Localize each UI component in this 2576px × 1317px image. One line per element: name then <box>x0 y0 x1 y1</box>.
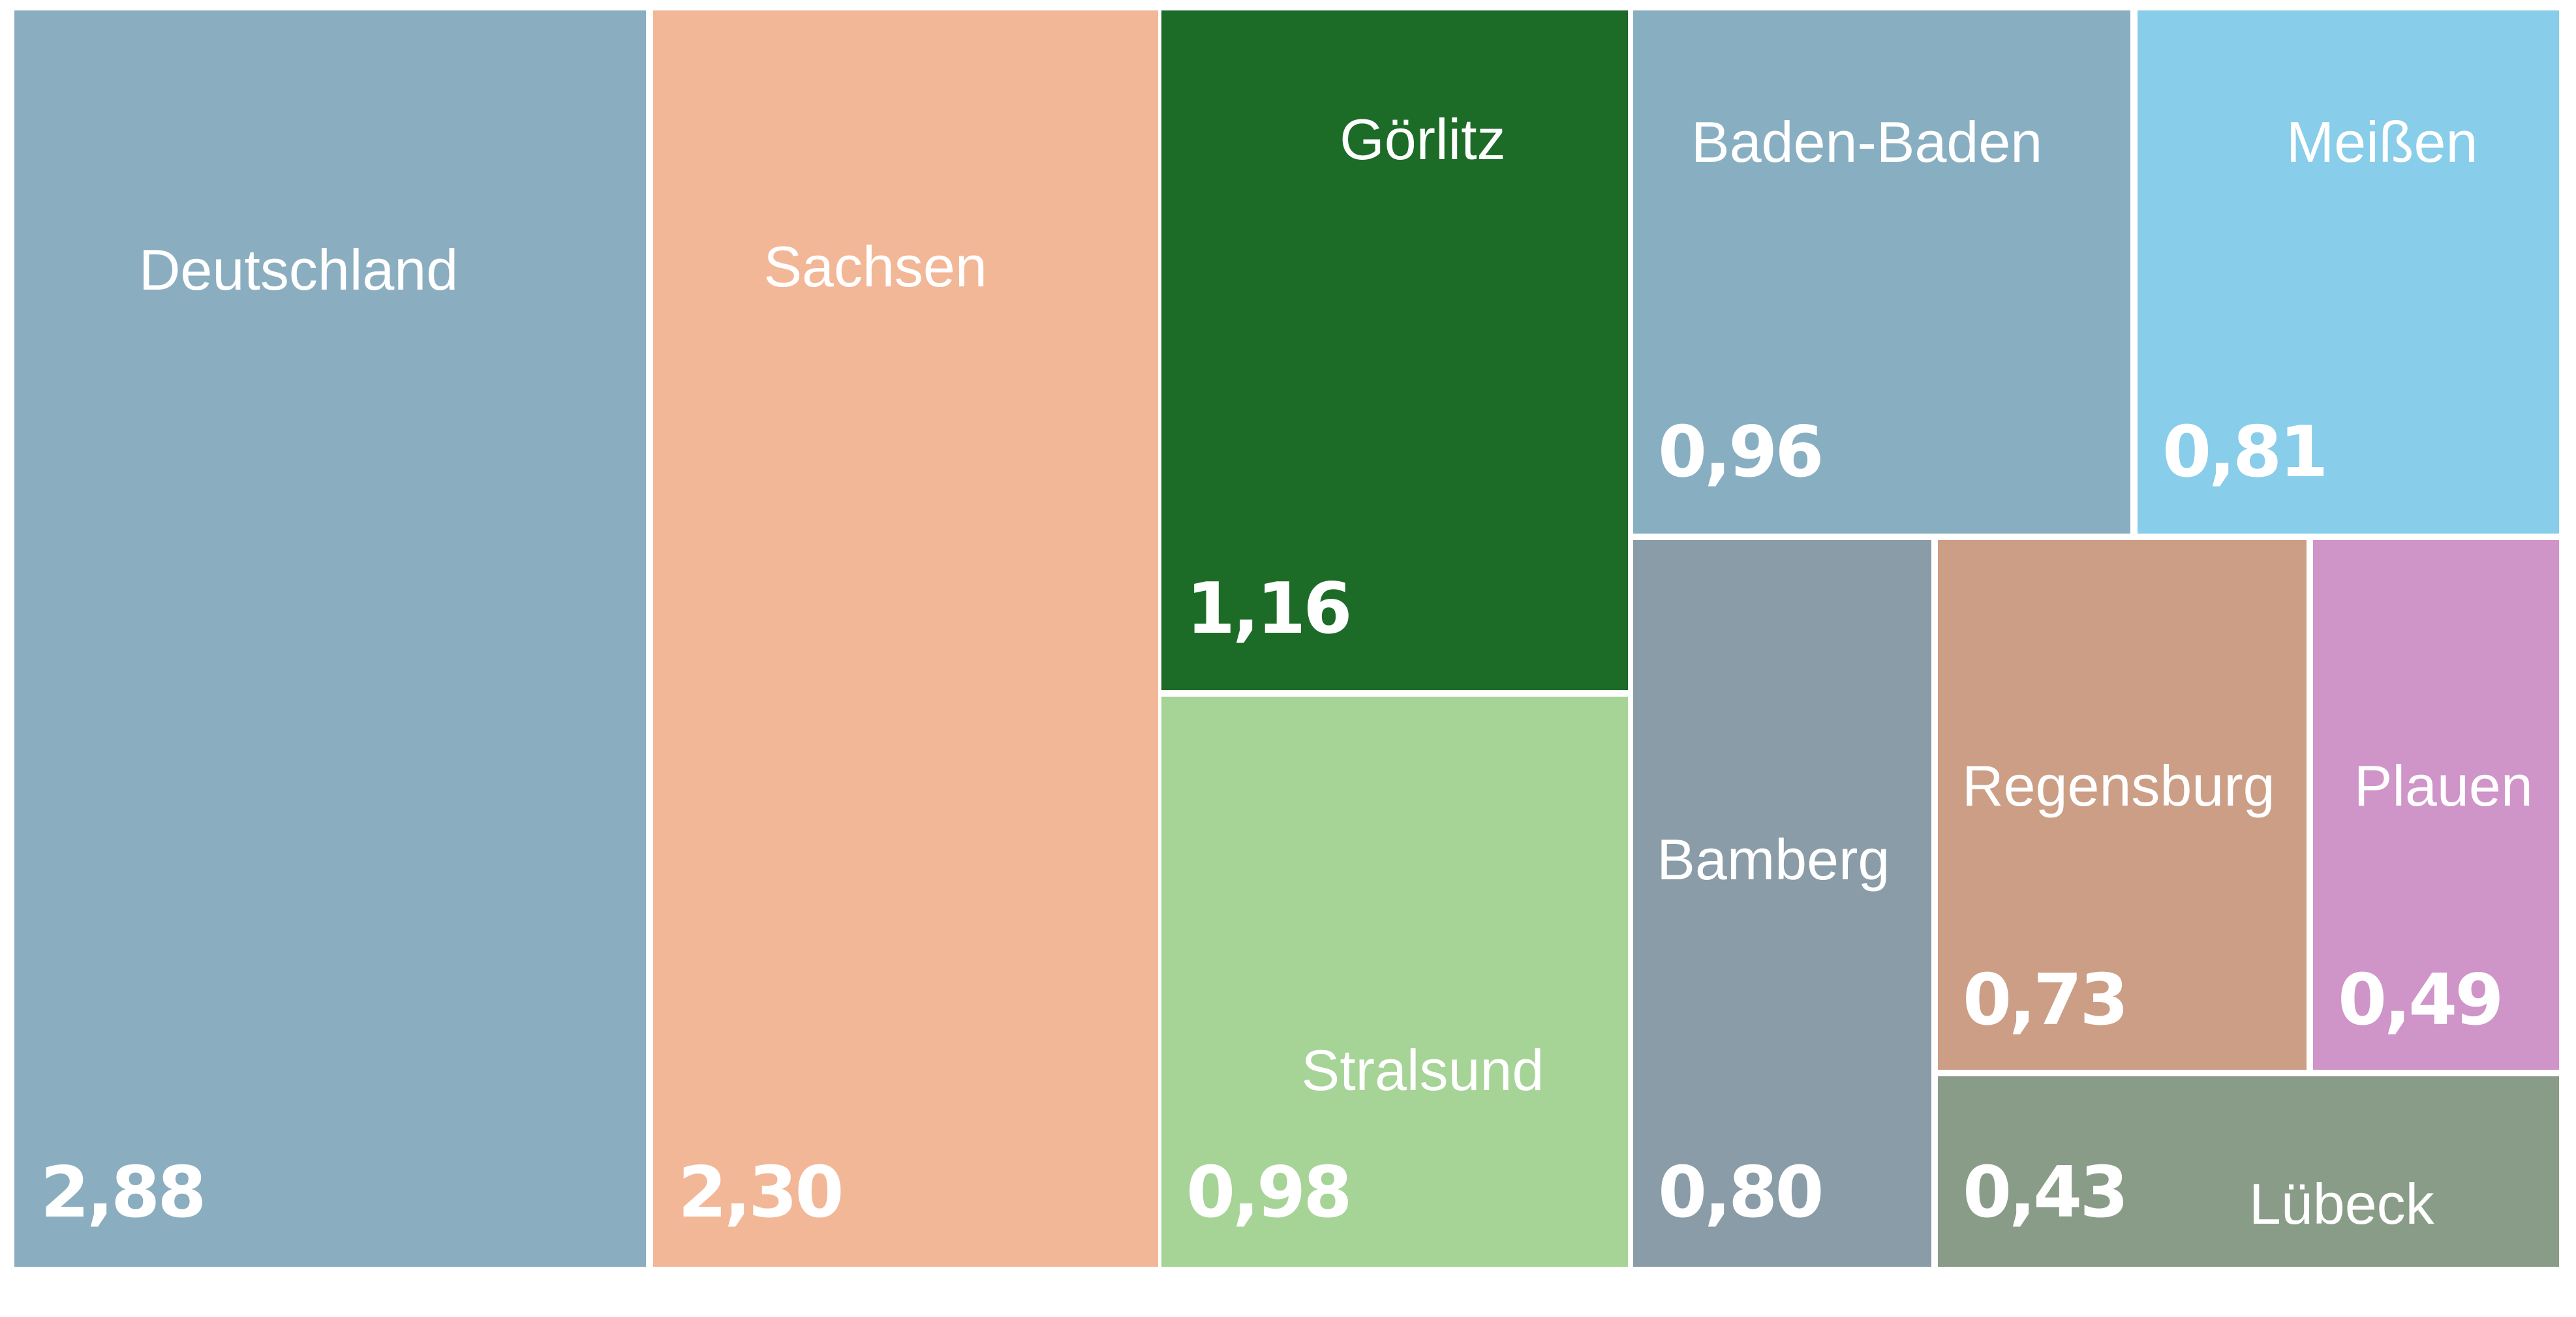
tile-value-label: 0,98 <box>1186 1152 1352 1234</box>
tile-label: Regensburg <box>1962 753 2275 818</box>
tile-label: Meißen <box>2286 109 2478 174</box>
tile-label: Plauen <box>2354 753 2533 818</box>
tile-label: Lübeck <box>2248 1171 2434 1236</box>
tile-value-label: 0,81 <box>2162 412 2328 493</box>
tile-label: Baden-Baden <box>1691 109 2043 174</box>
tile-value-label: 2,30 <box>678 1152 844 1234</box>
treemap-tile-bamberg: Bamberg 0,80 <box>1633 540 1931 1267</box>
treemap-tile-meissen: Meißen 0,81 <box>2138 10 2559 534</box>
treemap-tile-baden-baden: Baden-Baden 0,96 <box>1633 10 2130 534</box>
tile-label: Deutschland <box>138 237 459 303</box>
treemap-tile-sachsen: Sachsen 2,30 <box>653 10 1158 1267</box>
tile-value-label: 2,88 <box>40 1152 206 1234</box>
tile-value-label: 0,80 <box>1658 1152 1824 1234</box>
tile-value-label: 1,16 <box>1186 568 1352 650</box>
treemap-tile-goerlitz: Görlitz 1,16 <box>1161 10 1628 690</box>
tile-value-label: 0,43 <box>1963 1152 2128 1234</box>
tile-value-label: 0,73 <box>1963 960 2128 1041</box>
treemap-tile-stralsund: Stralsund 0,98 <box>1161 697 1628 1267</box>
treemap-tile-deutschland: Deutschland 2,88 <box>14 10 646 1267</box>
tile-value-label: 0,96 <box>1658 412 1824 493</box>
tile-label: Görlitz <box>1340 107 1506 172</box>
treemap-tile-plauen: Plauen 0,49 <box>2313 540 2559 1070</box>
tile-label: Stralsund <box>1301 1037 1544 1102</box>
treemap-tile-luebeck: Lübeck 0,43 <box>1938 1076 2559 1267</box>
tile-label: Bamberg <box>1657 826 1890 892</box>
tile-value-label: 0,49 <box>2338 960 2504 1041</box>
treemap-tile-regensburg: Regensburg 0,73 <box>1938 540 2307 1070</box>
tile-label: Sachsen <box>763 234 987 299</box>
